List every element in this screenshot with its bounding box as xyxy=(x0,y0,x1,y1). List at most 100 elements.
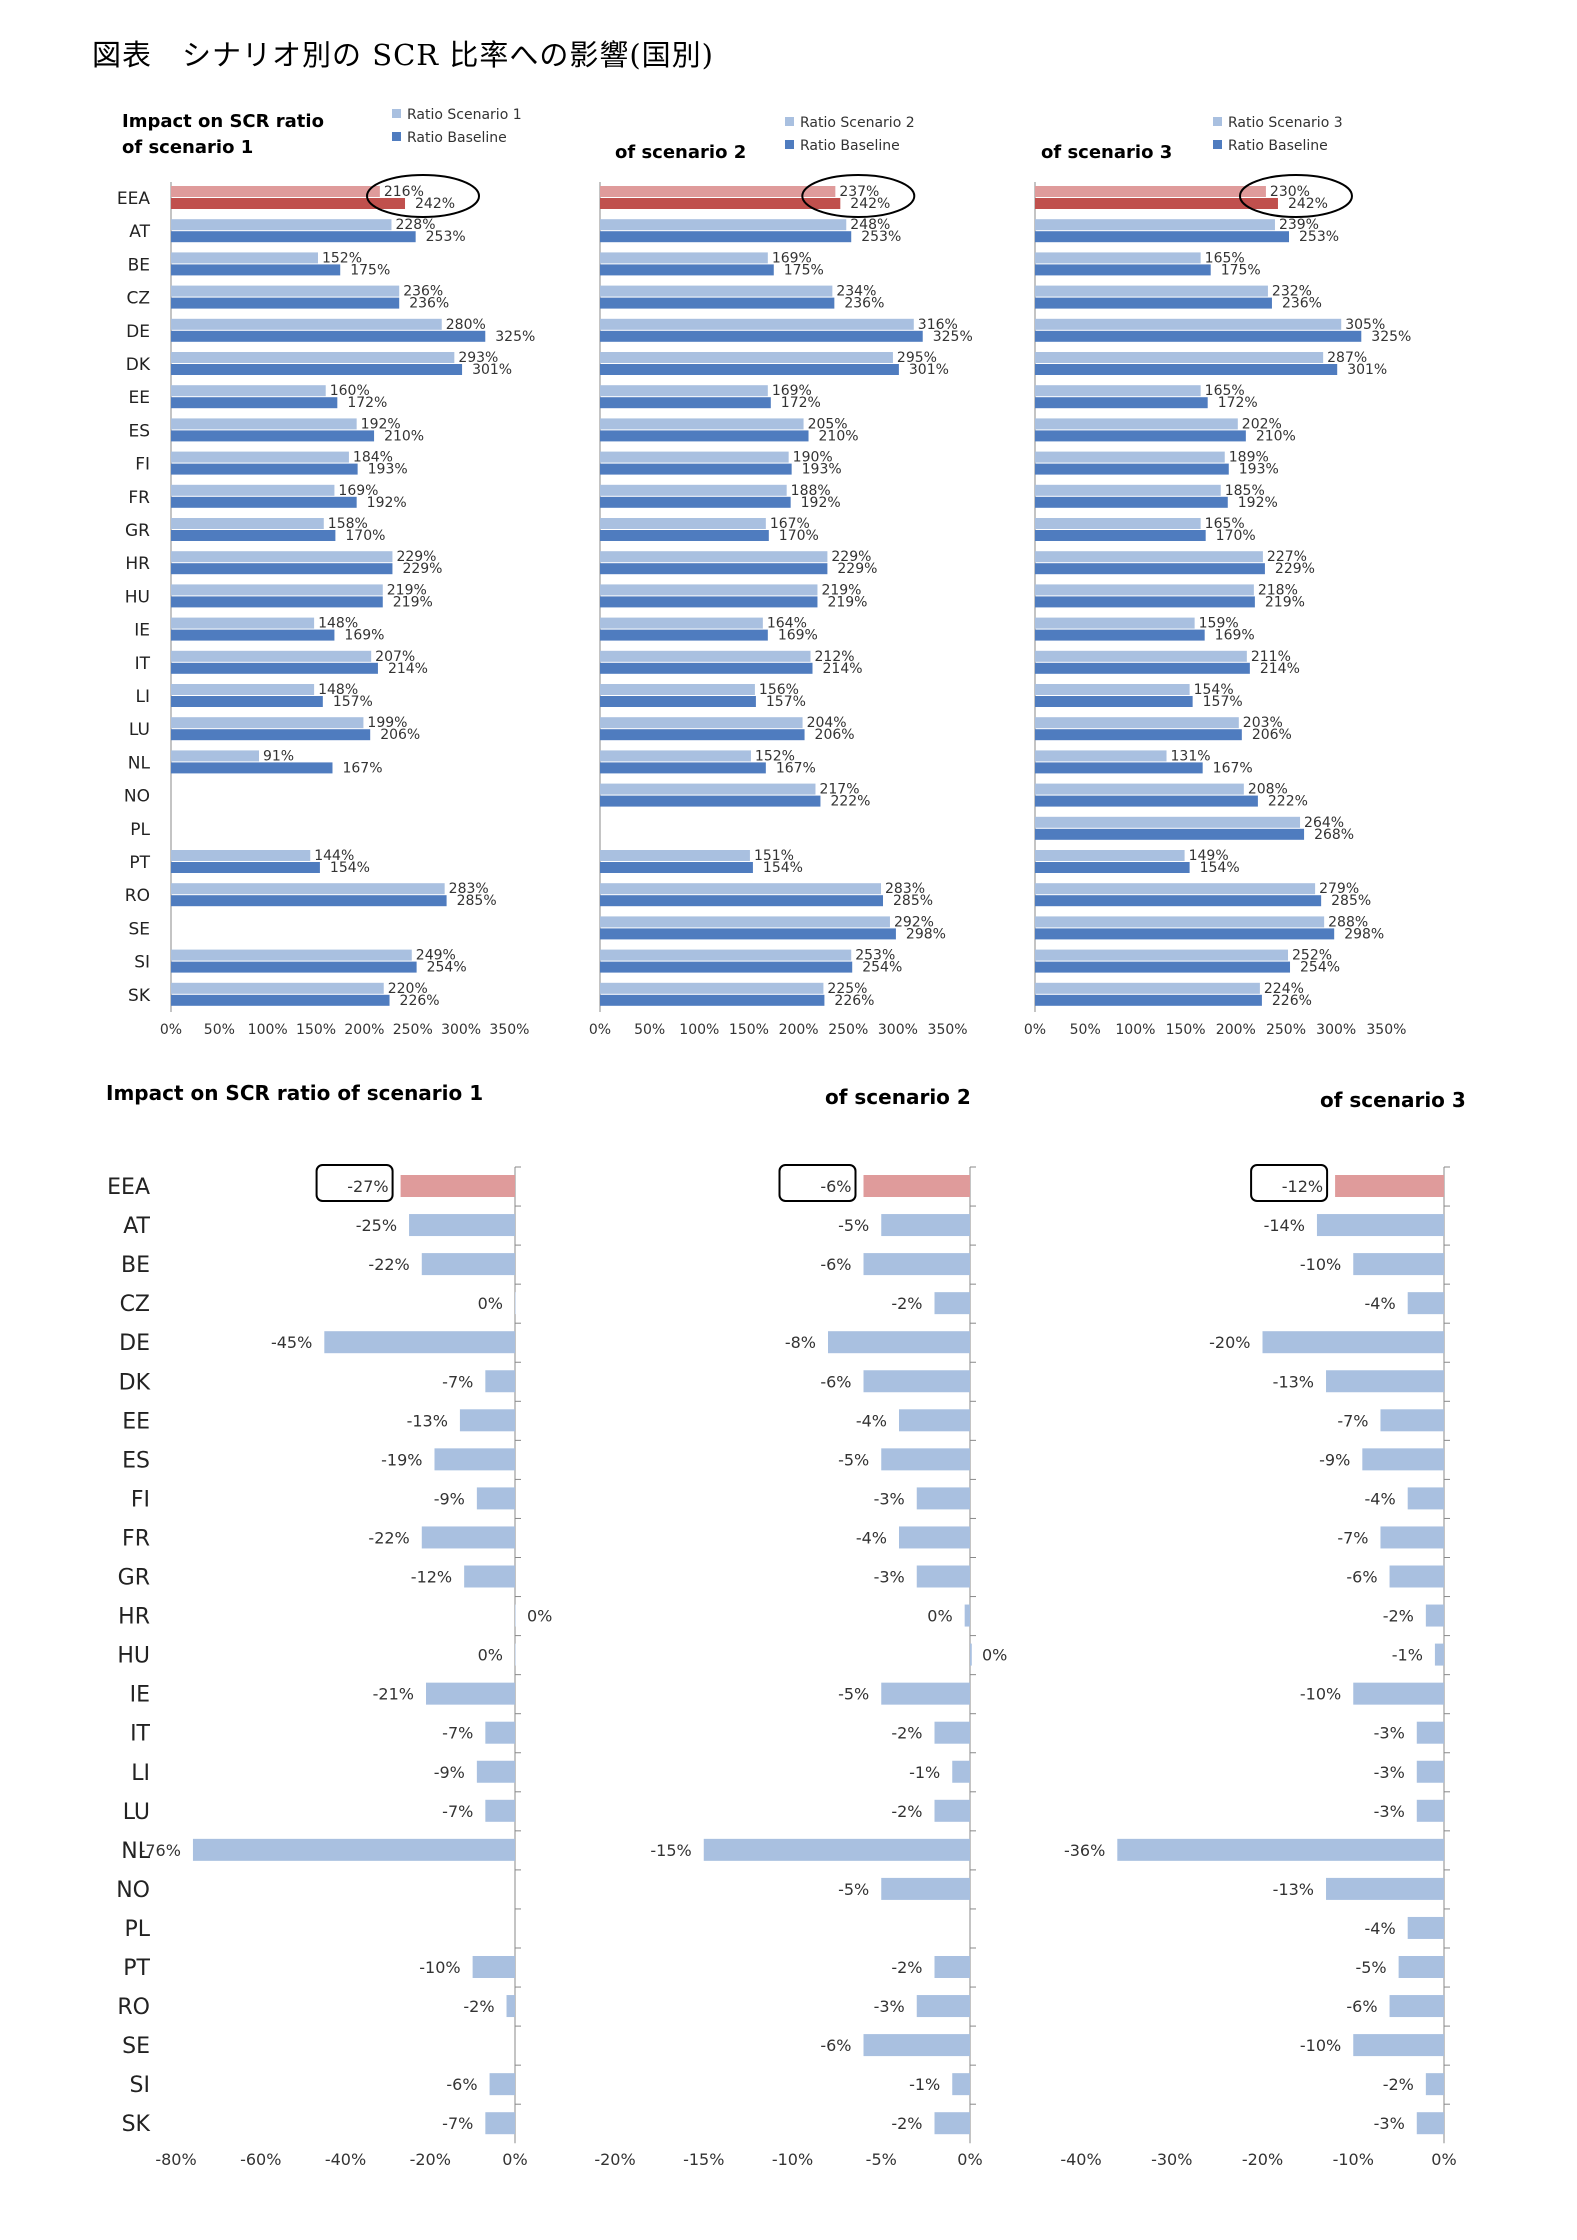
top2-data-label-no-baseline: 222% xyxy=(830,794,870,810)
top3-data-label-li-scenario: 154% xyxy=(1194,682,1234,698)
bottom3-bar-li xyxy=(1416,1760,1444,1783)
top1-bar-be-baseline xyxy=(171,264,341,276)
top3-data-label-nl-scenario: 131% xyxy=(1171,748,1211,764)
top2-bar-sk-baseline xyxy=(600,994,825,1006)
bottom1-data-label-sk: -7% xyxy=(442,2114,473,2133)
bottom1-category-fi: FI xyxy=(131,1487,150,1512)
top1-bar-fi-baseline xyxy=(171,463,358,475)
bottom2-bar-no xyxy=(881,1877,970,1900)
bottom2-data-label-be: -6% xyxy=(820,1255,851,1274)
top1-data-label-fr-baseline: 192% xyxy=(367,495,407,511)
top1-bar-gr-baseline xyxy=(171,530,336,541)
bottom3-data-label-nl: -36% xyxy=(1064,1841,1105,1860)
bottom1-category-be: BE xyxy=(121,1253,150,1278)
top3-data-label-ee-scenario: 165% xyxy=(1205,383,1245,399)
top2-x-tick-4: 200% xyxy=(779,1022,819,1038)
top1-bar-hr-baseline xyxy=(171,563,393,575)
bottom2-bar-de xyxy=(828,1331,970,1354)
bottom1-data-label-at: -25% xyxy=(356,1216,397,1235)
bottom2-data-label-dk: -6% xyxy=(820,1372,851,1391)
top1-bar-ie-baseline xyxy=(171,629,335,641)
top2-data-label-fr-baseline: 192% xyxy=(801,495,841,511)
top1-data-label-nl-baseline: 167% xyxy=(342,760,382,776)
top1-data-label-ee-scenario: 160% xyxy=(330,383,370,399)
top1-data-label-gr-scenario: 158% xyxy=(328,516,368,532)
top3-bar-ee-scenario xyxy=(1035,385,1201,397)
bottom3-bar-ie xyxy=(1353,1682,1444,1705)
top2-bar-nl-scenario xyxy=(600,750,751,762)
bottom2-data-label-hu: 0% xyxy=(982,1646,1007,1665)
top3-bar-at-scenario xyxy=(1035,219,1275,231)
top2-data-label-hu-baseline: 219% xyxy=(827,594,867,610)
top3-x-tick-6: 300% xyxy=(1316,1022,1356,1038)
top3-bar-cz-baseline xyxy=(1035,297,1272,309)
bottom1-category-ro: RO xyxy=(117,1995,150,2020)
top1-data-label-es-scenario: 192% xyxy=(361,416,401,432)
bottom3-bar-hu xyxy=(1434,1643,1444,1666)
top1-bar-gr-scenario xyxy=(171,518,324,529)
bottom3-data-label-hr: -2% xyxy=(1383,1607,1414,1626)
top1-bar-li-baseline xyxy=(171,696,323,707)
top2-bar-hu-scenario xyxy=(600,584,818,596)
bottom2-data-label-no: -5% xyxy=(838,1880,869,1899)
top1-bar-es-baseline xyxy=(171,430,375,442)
top1-data-label-fi-scenario: 184% xyxy=(353,450,393,466)
top2-data-label-dk-baseline: 301% xyxy=(909,362,949,378)
top3-bar-be-baseline xyxy=(1035,264,1211,276)
bottom3-data-label-si: -2% xyxy=(1383,2075,1414,2094)
top3-x-tick-0: 0% xyxy=(1024,1022,1046,1038)
bottom1-bar-ee xyxy=(459,1409,515,1432)
top3-data-label-be-baseline: 175% xyxy=(1221,262,1261,278)
top3-x-tick-7: 350% xyxy=(1366,1022,1406,1038)
top3-bar-si-scenario xyxy=(1035,949,1289,961)
top3-data-label-dk-baseline: 301% xyxy=(1347,362,1387,378)
top1-bar-lu-scenario xyxy=(171,717,364,729)
top3-bar-ro-baseline xyxy=(1035,895,1322,907)
top1-x-tick-6: 300% xyxy=(441,1022,481,1038)
top1-bar-pt-baseline xyxy=(171,862,320,873)
top1-data-label-li-baseline: 157% xyxy=(333,694,373,710)
bottom1-category-li: LI xyxy=(131,1761,150,1786)
top1-data-label-li-scenario: 148% xyxy=(318,682,358,698)
top2-data-label-si-scenario: 253% xyxy=(855,948,895,964)
top2-data-label-lu-scenario: 204% xyxy=(807,715,847,731)
top2-data-label-nl-baseline: 167% xyxy=(776,760,816,776)
top1-title-2: of scenario 1 xyxy=(122,137,253,158)
top3-data-label-sk-baseline: 226% xyxy=(1272,993,1312,1009)
bottom1-bar-it xyxy=(485,1721,515,1744)
top3-bar-ee-baseline xyxy=(1035,397,1208,409)
bottom2-data-label-lu: -2% xyxy=(891,1802,922,1821)
top3-data-label-lu-scenario: 203% xyxy=(1243,715,1283,731)
top3-title-2: of scenario 3 xyxy=(1041,142,1172,163)
top2-x-tick-5: 250% xyxy=(828,1022,868,1038)
top1-bar-at-baseline xyxy=(171,231,416,243)
bottom1-data-label-nl: -76% xyxy=(140,1841,181,1860)
top2-data-label-de-scenario: 316% xyxy=(918,317,958,333)
top2-bar-fi-scenario xyxy=(600,451,789,463)
top2-legend-swatch-2 xyxy=(785,140,794,149)
bottom1-bar-ie xyxy=(426,1682,515,1705)
top2-bar-it-baseline xyxy=(600,662,813,674)
top2-legend-label-2: Ratio Baseline xyxy=(800,138,900,154)
top3-data-label-eea-baseline: 242% xyxy=(1288,196,1328,212)
top1-category-fr: FR xyxy=(128,488,150,508)
bottom1-data-label-de: -45% xyxy=(271,1333,312,1352)
top1-category-lu: LU xyxy=(129,720,150,740)
bottom1-category-sk: SK xyxy=(122,2112,151,2137)
bottom3-data-label-pt: -5% xyxy=(1355,1958,1386,1977)
top2-bar-dk-baseline xyxy=(600,364,899,375)
top2-bar-se-scenario xyxy=(600,916,890,928)
bottom2-bar-gr xyxy=(916,1565,970,1588)
top2-data-label-hr-scenario: 229% xyxy=(831,549,871,565)
bottom2-bar-nl xyxy=(703,1838,970,1861)
top2-bar-sk-scenario xyxy=(600,982,824,994)
bottom2-data-label-at: -5% xyxy=(838,1216,869,1235)
top2-data-label-hu-scenario: 219% xyxy=(821,582,861,598)
top2-bar-li-scenario xyxy=(600,684,755,695)
top1-data-label-pt-baseline: 154% xyxy=(330,860,370,876)
top2-data-label-es-scenario: 205% xyxy=(808,416,848,432)
bottom2-bar-fi xyxy=(916,1487,970,1510)
top1-data-label-ro-baseline: 285% xyxy=(457,893,497,909)
top3-data-label-se-scenario: 288% xyxy=(1328,914,1368,930)
bottom2-bar-hr xyxy=(964,1604,970,1627)
